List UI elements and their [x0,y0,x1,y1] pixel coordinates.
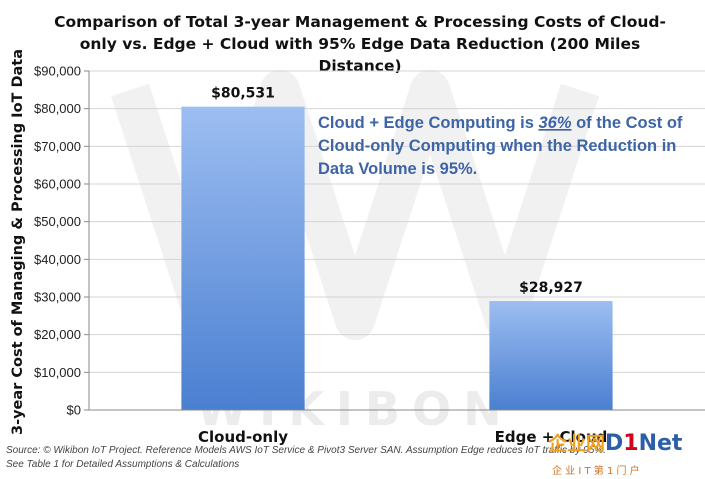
logo-brand-1: 1 [623,431,639,456]
y-axis-title: 3-year Cost of Managing & Processing IoT… [10,49,26,435]
y-tick-label: $60,000 [34,177,81,192]
bar-1 [181,106,305,410]
y-tick-label: $50,000 [34,214,81,229]
logo-brand-d: D [605,431,624,456]
y-tick-label: $80,000 [34,101,81,116]
category-labels: Cloud-only Edge + Cloud [198,428,607,446]
annotation-line-2: Cloud-only Computing when the Reduction … [318,137,676,155]
category-label-1: Cloud-only [198,428,288,446]
y-tick-label: $40,000 [34,252,81,267]
y-tick-label: $0 [67,403,81,418]
y-tick-label: $90,000 [34,64,81,79]
annotation-line-3: Data Volume is 95%. [318,160,477,178]
data-label-2: $28,927 [519,280,583,296]
chart-title-line-1: Comparison of Total 3-year Management & … [54,13,666,31]
y-tick-label: $20,000 [34,327,81,342]
chart-title-line-2: only vs. Edge + Cloud with 95% Edge Data… [80,35,640,53]
annotation-line-1-pre: Cloud + Edge Computing is [318,114,538,132]
bars: $80,531 $28,927 [181,86,613,410]
annotation-line-1: Cloud + Edge Computing is 36% of the Cos… [318,114,683,132]
annotation-highlight-percent: 36% [538,114,571,132]
logo-brand-cn: 企业网 [548,433,606,455]
d1net-logo: 企业网D1Net [548,432,682,456]
y-tick-label: $30,000 [34,290,81,305]
logo-tagline: 企 业 I T 第 1 门 户 [552,466,640,477]
logo-brand-net: Net [638,431,683,456]
category-label-2: Edge + Cloud [495,428,608,446]
data-label-1: $80,531 [211,86,275,102]
y-tick-label: $10,000 [34,365,81,380]
y-axis-ticks: $0 $10,000 $20,000 $30,000 $40,000 $50,000 $60… [34,64,89,418]
assumptions-note: See Table 1 for Detailed Assumptions & C… [6,459,240,470]
chart-title-line-3: Distance) [318,57,401,75]
y-tick-label: $70,000 [34,139,81,154]
source-note: Source: © Wikibon IoT Project. Reference… [6,445,606,456]
bar-2 [489,301,613,410]
annotation-line-1-post: of the Cost of [572,114,683,132]
